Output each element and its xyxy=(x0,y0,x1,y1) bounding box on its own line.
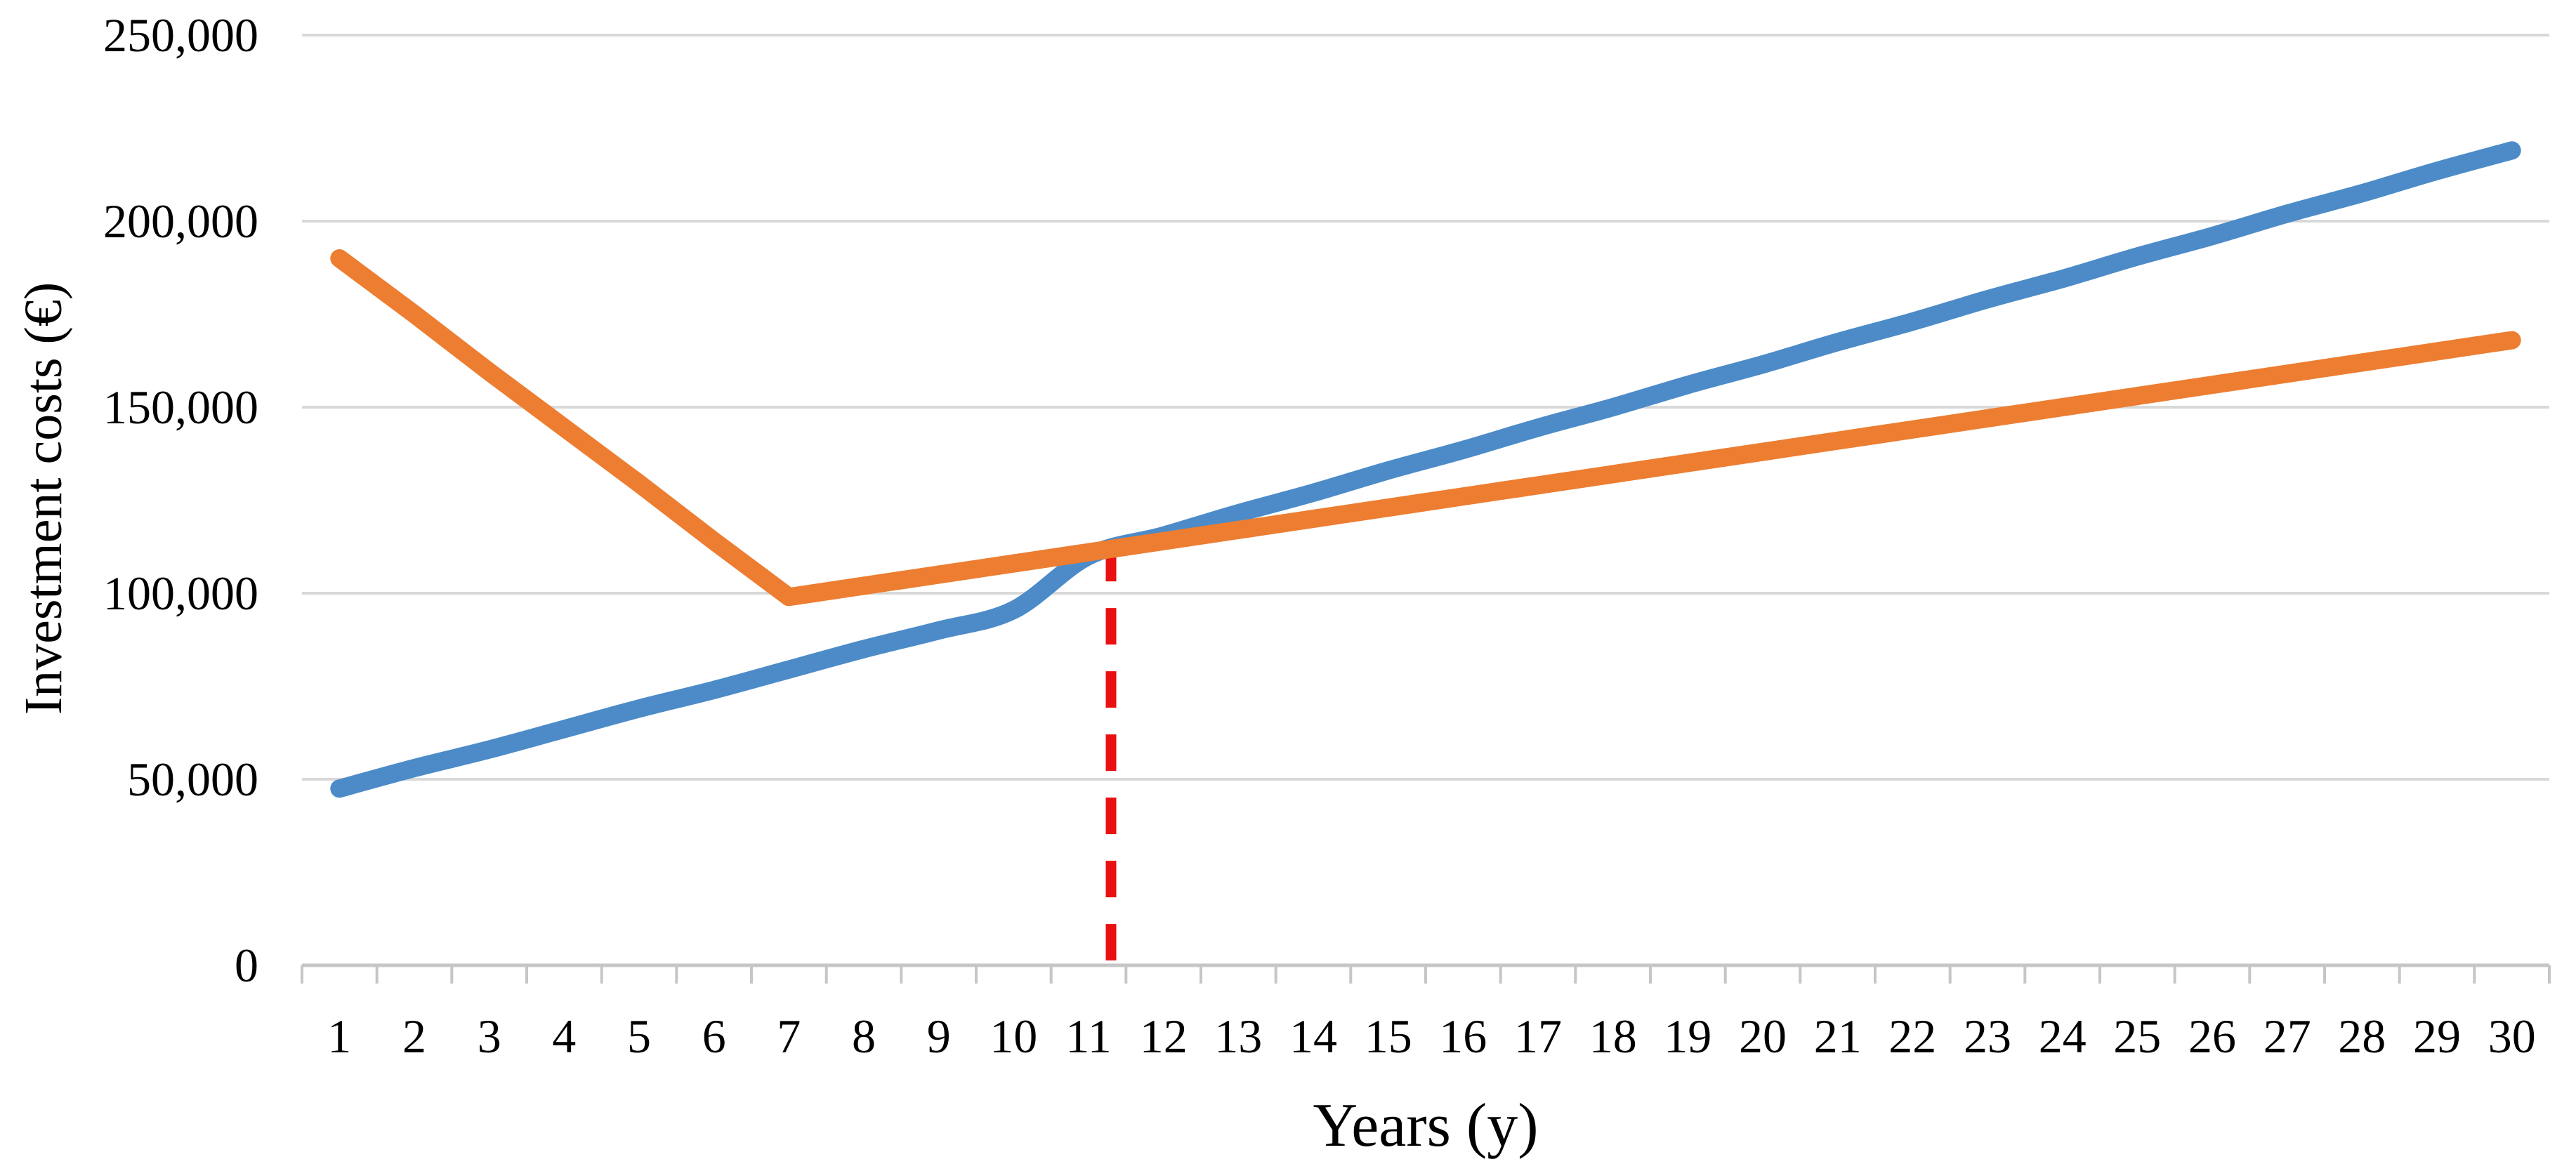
y-tick-label: 50,000 xyxy=(127,753,258,806)
x-tick-label: 2 xyxy=(402,1010,426,1063)
x-tick-label: 1 xyxy=(327,1010,351,1063)
x-tick-label: 19 xyxy=(1664,1010,1711,1063)
x-tick-label: 26 xyxy=(2188,1010,2236,1063)
x-tick-label: 18 xyxy=(1589,1010,1637,1063)
y-tick-label: 250,000 xyxy=(103,8,258,62)
x-tick-label: 3 xyxy=(478,1010,501,1063)
x-tick-label: 24 xyxy=(2039,1010,2087,1063)
x-tick-label: 8 xyxy=(852,1010,876,1063)
y-axis-title: Investment costs (€) xyxy=(14,282,73,715)
x-tick-label: 12 xyxy=(1140,1010,1188,1063)
x-tick-label: 6 xyxy=(702,1010,726,1063)
x-axis-title: Years (y) xyxy=(1313,1092,1539,1160)
x-tick-label: 4 xyxy=(552,1010,576,1063)
x-tick-label: 30 xyxy=(2488,1010,2536,1063)
x-tick-label: 11 xyxy=(1065,1010,1111,1063)
x-tick-label: 20 xyxy=(1739,1010,1787,1063)
orange-line xyxy=(330,249,2521,607)
x-tick-label: 13 xyxy=(1214,1010,1262,1063)
y-tick-label: 100,000 xyxy=(103,567,258,620)
x-tick-label: 15 xyxy=(1365,1010,1412,1063)
x-tick-label: 21 xyxy=(1814,1010,1862,1063)
y-tick-label: 150,000 xyxy=(103,381,258,434)
x-tick-label: 7 xyxy=(777,1010,801,1063)
x-tick-label: 25 xyxy=(2113,1010,2161,1063)
blue-line xyxy=(330,141,2521,798)
x-tick-label: 28 xyxy=(2338,1010,2386,1063)
x-tick-label: 16 xyxy=(1439,1010,1487,1063)
x-tick-label: 14 xyxy=(1289,1010,1337,1063)
x-tick-label: 23 xyxy=(1964,1010,2011,1063)
x-tick-label: 29 xyxy=(2413,1010,2461,1063)
x-tick-label: 5 xyxy=(627,1010,651,1063)
y-tick-label: 0 xyxy=(235,939,258,992)
x-tick-label: 9 xyxy=(927,1010,951,1063)
x-tick-label: 10 xyxy=(990,1010,1037,1063)
x-tick-label: 27 xyxy=(2263,1010,2311,1063)
y-tick-label: 200,000 xyxy=(103,194,258,248)
x-tick-label: 17 xyxy=(1514,1010,1562,1063)
x-tick-label: 22 xyxy=(1888,1010,1936,1063)
